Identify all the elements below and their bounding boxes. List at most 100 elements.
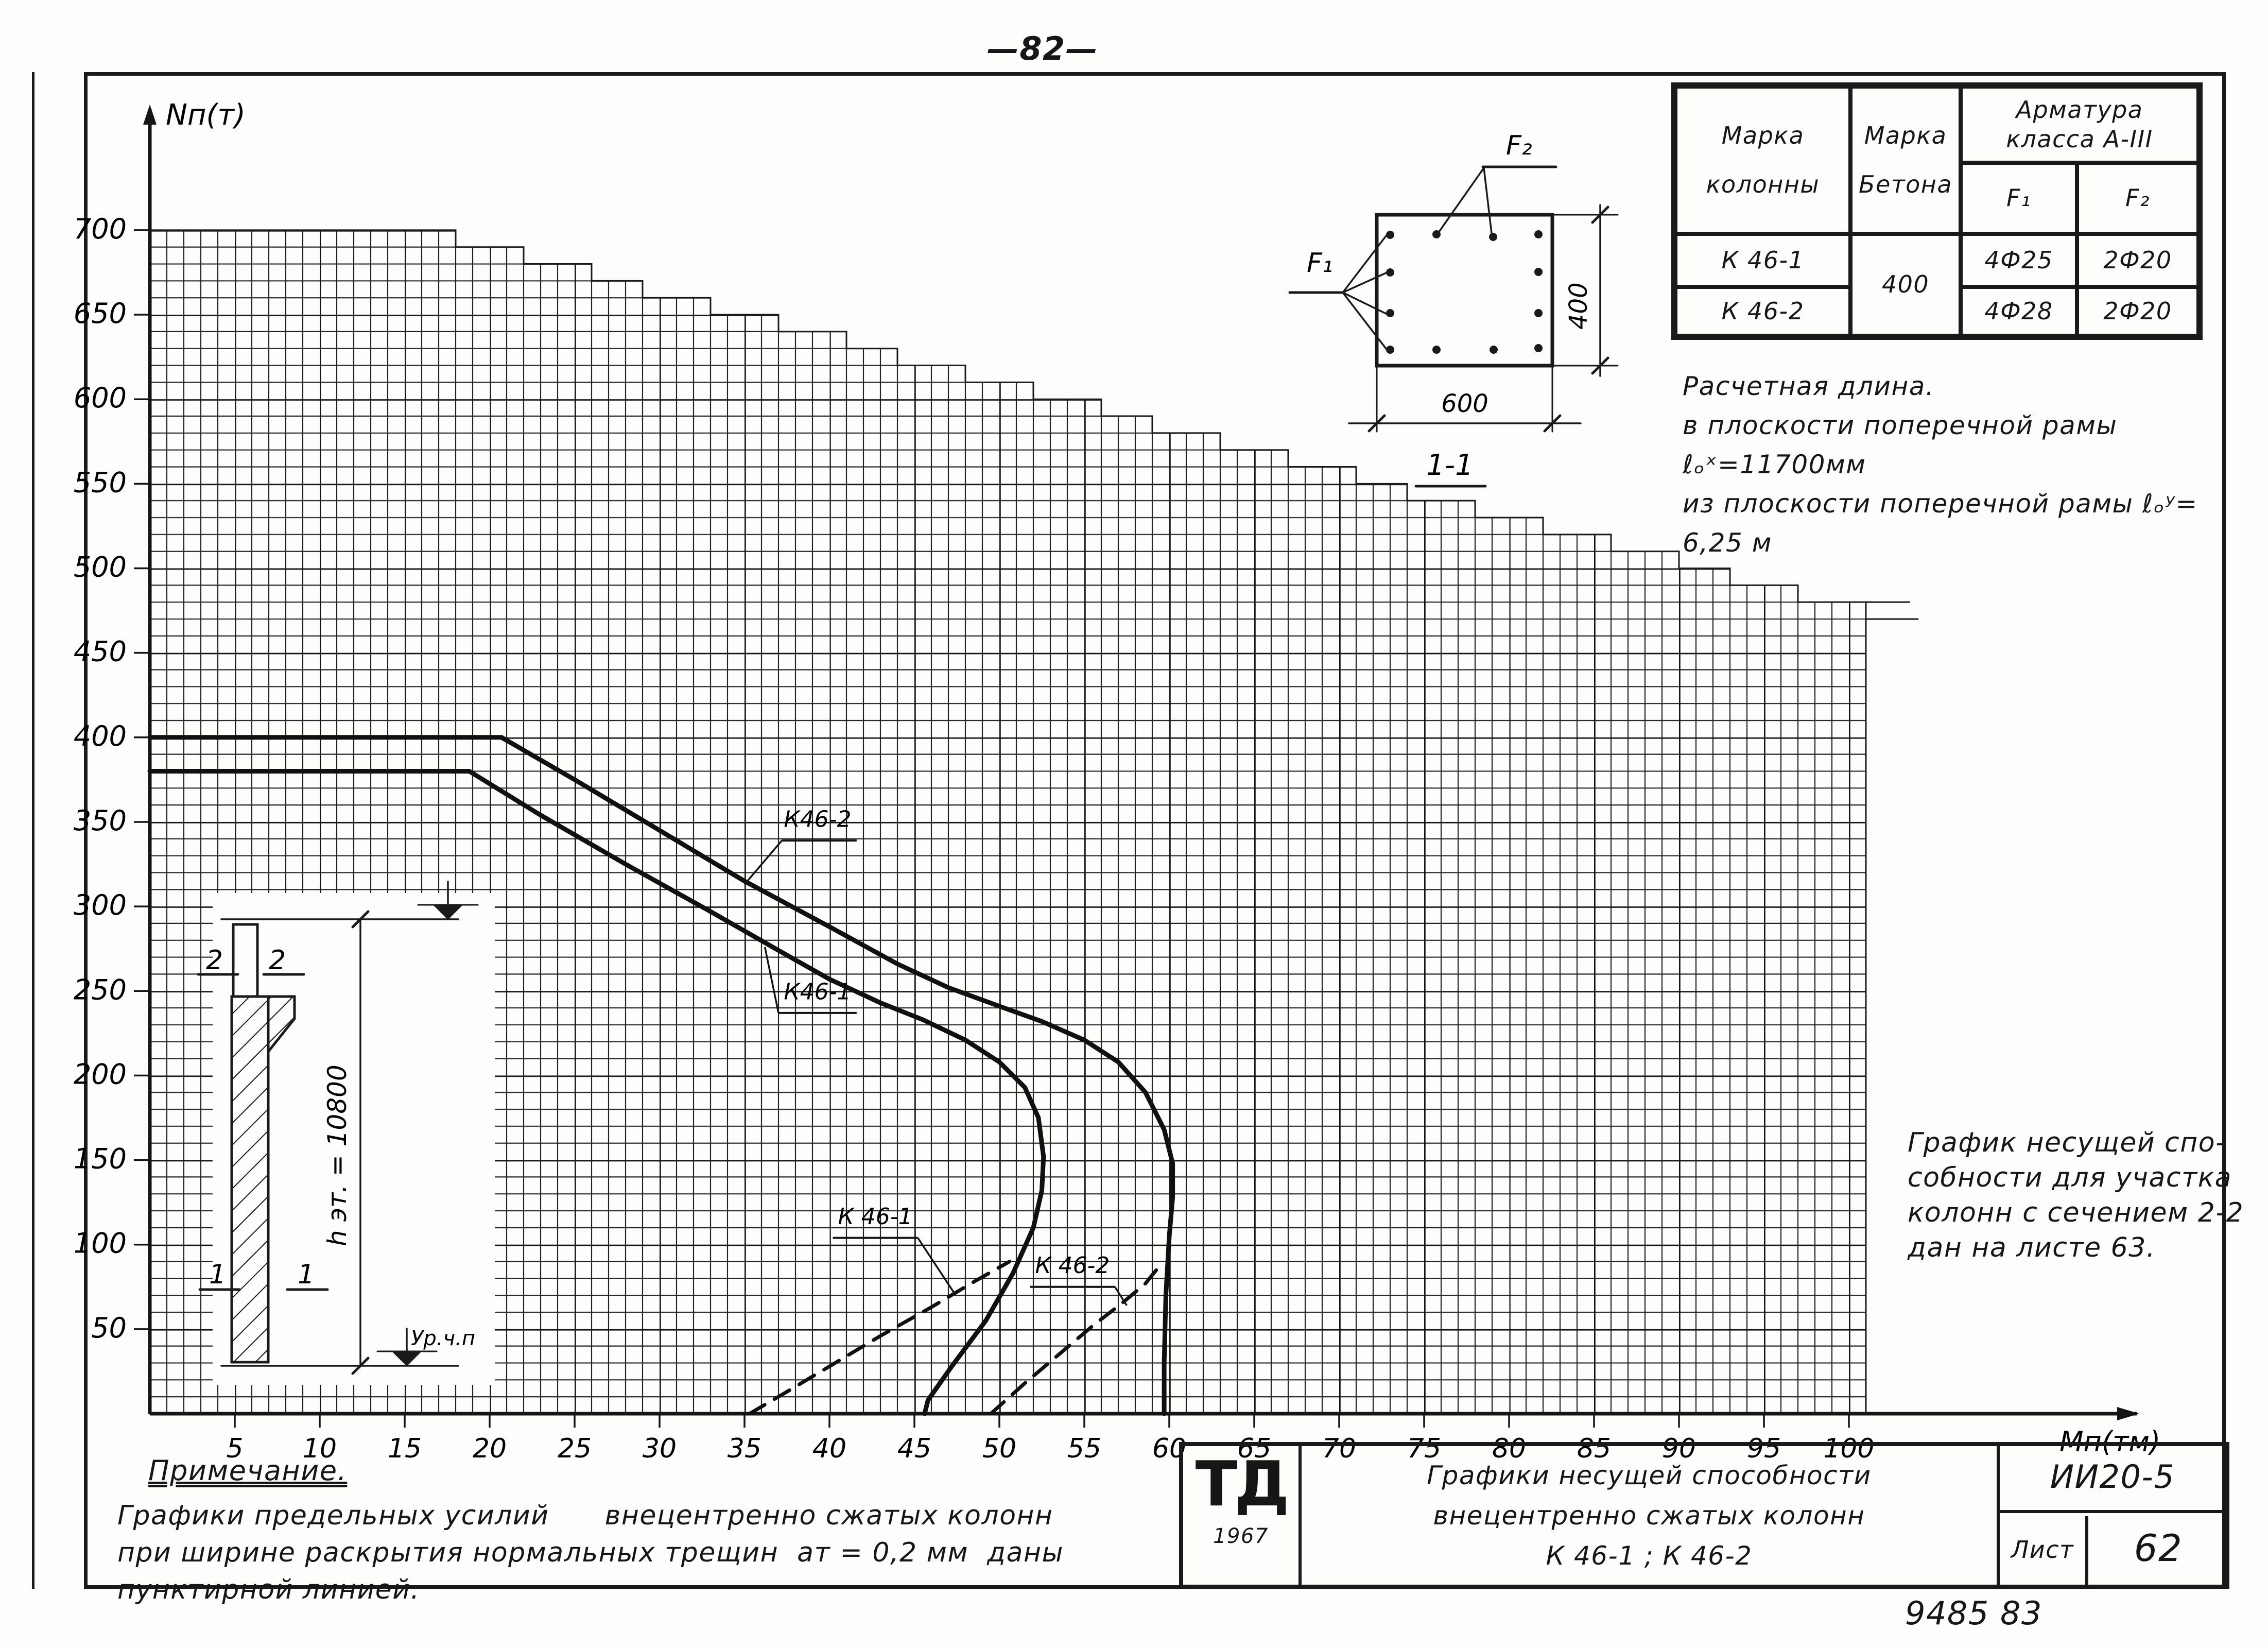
curve-label-leader: [1114, 1286, 1128, 1306]
table-row-mark: К 46-1: [1675, 234, 1850, 287]
rebar-dots: [1386, 230, 1543, 354]
notes-block: Примечание. Графики предельных усилий вн…: [117, 1454, 1199, 1605]
curve-К46-2: [147, 735, 1175, 1416]
table-header-concrete: Марка Бетона: [1850, 87, 1961, 234]
y-axis-title: Nп(т): [166, 98, 246, 132]
td-logo: ТД: [1195, 1449, 1290, 1520]
table-concrete-grade: 400: [1850, 234, 1961, 336]
dim-600-label: 600: [1441, 389, 1488, 418]
y-tick-label: 50: [91, 1312, 127, 1344]
x-axis-title: Мп(тм): [2059, 1426, 2160, 1458]
x-tick-label: 90: [1662, 1433, 1696, 1464]
x-tick-label: 85: [1577, 1433, 1611, 1464]
floor-level-label: Ур.ч.п: [411, 1327, 475, 1350]
sheet-frame: [84, 72, 2226, 1589]
curve-name-label: К 46-1: [838, 1204, 913, 1230]
dimension-tick: [351, 1357, 370, 1375]
doc-code: ИИ20-5: [2000, 1446, 2225, 1513]
y-tick-label: 600: [74, 382, 127, 414]
section-mark-2-right: 2: [269, 945, 286, 976]
f2-leader: [1483, 167, 1493, 234]
curve-label-leader: [743, 839, 783, 885]
table-header-f1: F₁: [1961, 163, 2077, 234]
curve-name-label: К 46-2: [1035, 1252, 1110, 1279]
logo-year: 1967: [1213, 1524, 1269, 1548]
f1-leaders: [1342, 235, 1387, 350]
table-row-f1: 4Ф28: [1961, 287, 2077, 336]
curve-label-leader: [917, 1237, 955, 1293]
x-tick-label: 75: [1407, 1433, 1441, 1464]
y-tick-label: 550: [74, 466, 127, 499]
x-axis-arrow-icon: [2117, 1407, 2139, 1420]
y-tick-label: 650: [74, 297, 127, 330]
logo-cell: ТД 1967: [1183, 1446, 1302, 1585]
level-mark-arrow-icon: [392, 1352, 421, 1366]
y-tick-label: 250: [74, 973, 127, 1006]
table-header-mark: Марка колонны: [1675, 87, 1850, 234]
table-row-f1: 4Ф25: [1961, 234, 2077, 287]
table-row-f2: 2Ф20: [2077, 234, 2198, 287]
y-tick-label: 500: [74, 551, 127, 583]
dimension-tick: [1591, 205, 1609, 224]
binding-margin-line: [32, 72, 34, 1589]
curve-label-leader: [764, 947, 780, 1014]
y-tick-label: 700: [74, 213, 127, 245]
x-tick-label: 40: [812, 1433, 846, 1464]
curve-name-label: К46-1: [784, 978, 851, 1005]
x-tick-label: 80: [1492, 1433, 1526, 1464]
section-mark-2-left: 2: [206, 945, 223, 976]
page-number: —82—: [986, 30, 1099, 67]
table-row-mark: К 46-2: [1675, 287, 1850, 336]
table-header-f2: F₂: [2077, 163, 2198, 234]
y-tick-label: 150: [74, 1143, 127, 1175]
section-outline: [1375, 213, 1554, 368]
x-tick-label: 35: [728, 1433, 761, 1464]
reinforcement-table: Марка колонны Марка Бетона Арматура класса …: [1671, 82, 2203, 340]
y-tick-label: 350: [74, 804, 127, 837]
section-mark-1-left: 1: [209, 1259, 226, 1290]
curve-name-label: К46-2: [784, 806, 851, 832]
f2-leader: [1438, 167, 1485, 233]
x-tick-label: 10: [303, 1433, 337, 1464]
storey-height-label: h эт. = 10800: [322, 1065, 352, 1246]
sheet-number: 62: [2134, 1526, 2183, 1570]
dimension-tick: [351, 910, 370, 929]
side-note: График несущей спо- собности для участка…: [1908, 1127, 2244, 1263]
dim-400-label: 400: [1564, 282, 1593, 330]
x-tick-label: 15: [388, 1433, 422, 1464]
y-axis-arrow-icon: [143, 105, 157, 125]
drawing-title: Графики несущей способности внецентренно…: [1427, 1461, 1872, 1571]
y-tick-label: 400: [74, 720, 127, 752]
x-tick-label: 5: [226, 1433, 243, 1464]
x-tick-label: 50: [982, 1433, 1016, 1464]
section-title: 1-1: [1426, 449, 1473, 482]
curve-К46-1: [147, 768, 1046, 1416]
x-tick-label: 100: [1823, 1433, 1874, 1464]
stamp-number: 9485 83: [1905, 1594, 2042, 1632]
f1-label: F₁: [1307, 248, 1333, 279]
x-tick-label: 20: [473, 1433, 507, 1464]
dimension-tick: [1543, 414, 1562, 433]
dimension-tick: [1591, 356, 1609, 375]
section-mark-1-right: 1: [298, 1259, 315, 1290]
f2-label: F₂: [1506, 130, 1532, 161]
doc-code-cell: ИИ20-5 Лист 62: [1997, 1446, 2225, 1585]
dimension-tick: [1367, 414, 1386, 433]
curve-К46-1(ат=0,2мм): [748, 1260, 1012, 1416]
level-mark-arrow-icon: [434, 905, 462, 920]
y-tick-label: 200: [74, 1058, 127, 1090]
y-tick-label: 300: [74, 889, 127, 921]
x-tick-label: 25: [558, 1433, 592, 1464]
x-tick-label: 65: [1237, 1433, 1271, 1464]
sheet-label: Лист: [2000, 1516, 2088, 1585]
x-tick-label: 95: [1747, 1433, 1781, 1464]
curve-К46-2(ат=0,2мм): [989, 1264, 1161, 1416]
x-tick-label: 55: [1067, 1433, 1101, 1464]
y-tick-label: 450: [74, 636, 127, 668]
x-tick-label: 30: [643, 1433, 677, 1464]
x-tick-label: 45: [897, 1433, 931, 1464]
y-tick-label: 100: [74, 1227, 127, 1260]
column-elevation-inset: 2 2 1 1 h эт. = 10800 Ур.ч.п: [197, 881, 495, 1385]
upper-column: [232, 923, 259, 998]
corbel: [267, 995, 296, 1056]
